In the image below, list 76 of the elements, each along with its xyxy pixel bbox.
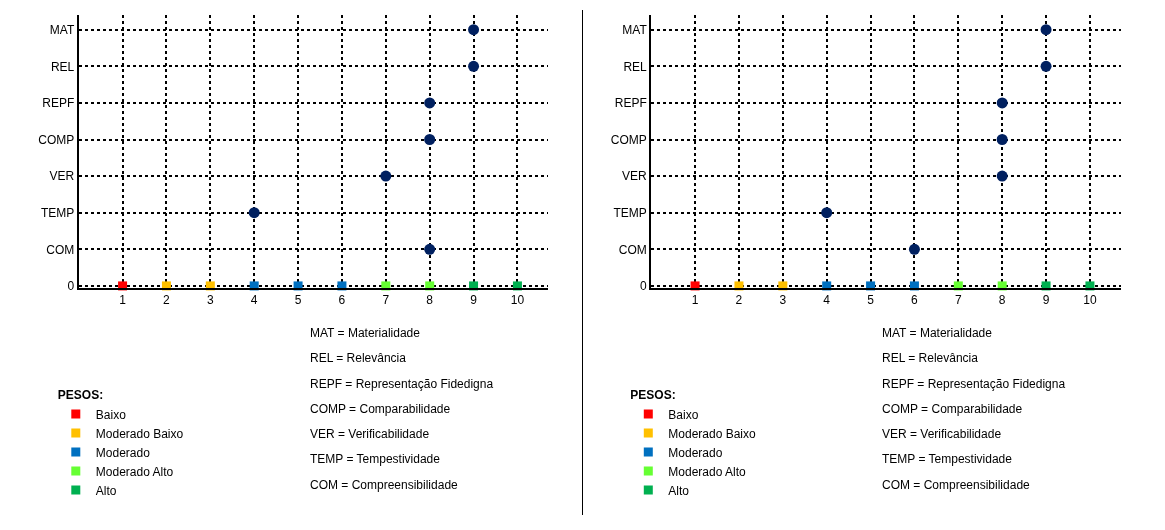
text: COMP = Comparabilidade [310,402,451,416]
point [996,170,1008,182]
legend-title: PESOS: [630,388,676,403]
x-tick-label: 9 [1042,293,1050,308]
legend-label: Baixo [668,407,699,422]
point [908,243,920,255]
legend-label: Moderado Baixo [95,426,184,441]
point [424,134,436,145]
legend-label: Moderado Baixo [668,426,757,441]
y-tick-label: MAT [622,22,648,37]
point [996,97,1008,109]
point [1040,24,1052,36]
y-tick-label: 0 [640,279,648,294]
x-tick-label: 2 [163,293,171,308]
y-tick-label: TEMP [40,205,75,220]
text: MAT = Materialidade [310,326,421,340]
x-tick-label: 5 [294,293,302,308]
point [424,243,436,255]
legend-title: PESOS: [57,388,104,403]
y-tick-label: REPF [42,96,75,111]
x-tick-label: 10 [510,293,525,308]
x-tick-label: 5 [867,293,875,308]
point [248,207,260,219]
text: VER = Verificabilidade [882,427,1002,441]
x-tick-label: 8 [426,293,434,308]
x-tick-label: 1 [119,293,127,308]
point [821,207,833,219]
x-tick-label: 2 [735,293,743,308]
y-tick-label: TEMP [613,205,647,220]
text: COMP = Comparabilidade [882,402,1023,416]
y-tick-label: COM [618,242,647,257]
text: COM = Compreensibilidade [882,478,1031,492]
point [424,97,436,109]
text: TEMP = Tempestividade [310,452,441,466]
y-tick-label: MAT [49,22,75,37]
y-tick-label: VER [49,169,75,184]
y-tick-label: VER [622,169,648,184]
legend-label: Moderado [95,445,151,460]
y-tick-label: COM [46,242,75,257]
x-tick-label: 3 [779,293,787,308]
y-tick-label: REL [623,59,648,74]
y-tick-label: COMP [610,132,647,147]
text: REPF = Representação Fidedigna [310,377,494,391]
x-tick-label: 9 [470,293,478,308]
text: REPF = Representação Fidedigna [882,377,1066,391]
x-tick-label: 6 [338,293,346,308]
legend-label: Moderado [668,445,723,460]
text: REL = Relevância [882,351,979,365]
x-tick-label: 4 [250,293,258,308]
point [468,60,480,72]
x-tick-label: 10 [1083,293,1097,308]
point [996,134,1008,145]
x-tick-label: 8 [998,293,1006,308]
legend-label: Moderado Alto [668,464,747,479]
text: TEMP = Tempestividade [882,452,1013,466]
text: COM = Compreensibilidade [310,478,459,492]
y-tick-label: REL [50,59,75,74]
x-tick-label: 4 [823,293,831,308]
legend-label: Alto [668,483,690,498]
x-tick-label: 7 [382,293,390,308]
x-tick-label: 7 [954,293,962,308]
point [468,24,480,36]
point [380,170,392,182]
text: VER = Verificabilidade [310,427,430,441]
x-tick-label: 3 [206,293,214,308]
text: MAT = Materialidade [882,326,993,340]
y-tick-label: COMP [38,132,75,147]
legend-label: Moderado Alto [95,464,174,479]
text: REL = Relevância [310,351,407,365]
y-tick-label: REPF [614,96,647,111]
x-tick-label: 6 [911,293,919,308]
legend-label: Baixo [95,407,127,422]
y-tick-label: 0 [67,279,75,294]
x-tick-label: 1 [691,293,699,308]
point [1040,60,1052,72]
legend-label: Alto [95,483,117,498]
